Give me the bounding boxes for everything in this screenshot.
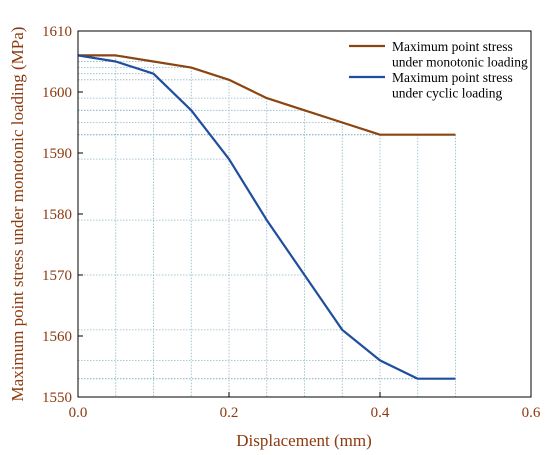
x-axis-title: Displacement (mm) <box>236 431 372 450</box>
x-tick-label: 0.6 <box>522 405 541 421</box>
y-tick-label: 1590 <box>42 146 72 162</box>
y-tick-label: 1600 <box>42 85 72 101</box>
y-tick-label: 1570 <box>42 268 72 284</box>
grid-lines <box>78 55 456 397</box>
x-tick-label: 0.2 <box>220 405 239 421</box>
x-tick-label: 0.0 <box>69 405 88 421</box>
legend-label: under cyclic loading <box>392 86 502 101</box>
x-tick-label: 0.4 <box>371 405 390 421</box>
series-line-cyclic <box>77 54 456 380</box>
series-lines <box>77 54 456 380</box>
legend-label: Maximum point stress <box>392 39 513 54</box>
y-tick-label: 1560 <box>42 329 72 345</box>
y-tick-label: 1580 <box>42 207 72 223</box>
tick-labels: 0.0 0.2 0.4 0.6 1550 1560 1570 1580 1590 1600 1610 <box>42 24 541 421</box>
y-tick-label: 1610 <box>42 24 72 40</box>
legend-label: under monotonic loading <box>392 55 528 70</box>
series-line-monotonic <box>78 54 456 136</box>
y-tick-label: 1550 <box>42 390 72 406</box>
y-axis-title: Maximum point stress under monotonic loa… <box>8 27 27 402</box>
legend-label: Maximum point stress <box>392 70 513 85</box>
